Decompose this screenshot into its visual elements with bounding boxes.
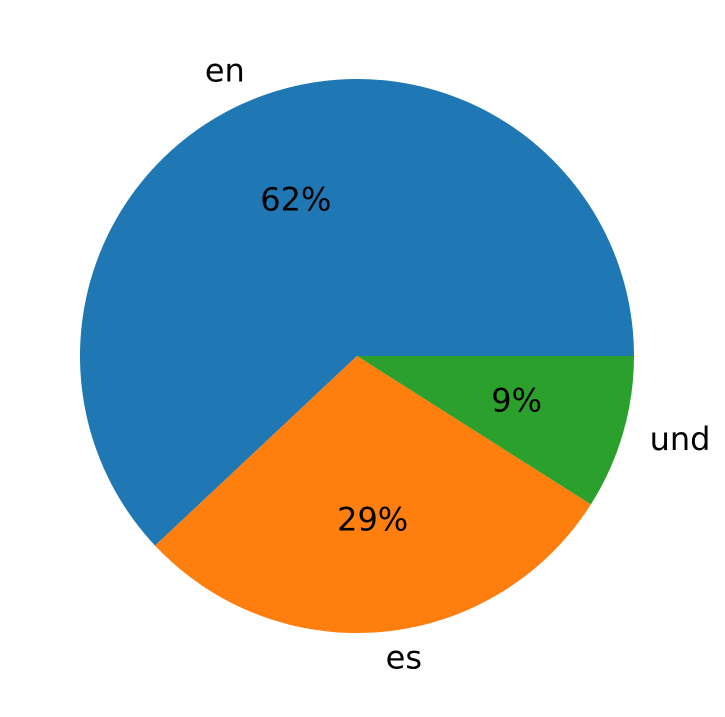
slice-label: en	[205, 52, 245, 90]
pie-slice	[155, 356, 591, 633]
percent-label: 9%	[491, 381, 542, 419]
slice-label: es	[386, 638, 422, 676]
percent-label: 29%	[337, 500, 408, 538]
percent-label: 62%	[260, 180, 331, 218]
pie-slice	[357, 356, 634, 505]
pie-slice	[79, 78, 634, 546]
slice-label: und	[650, 420, 711, 458]
